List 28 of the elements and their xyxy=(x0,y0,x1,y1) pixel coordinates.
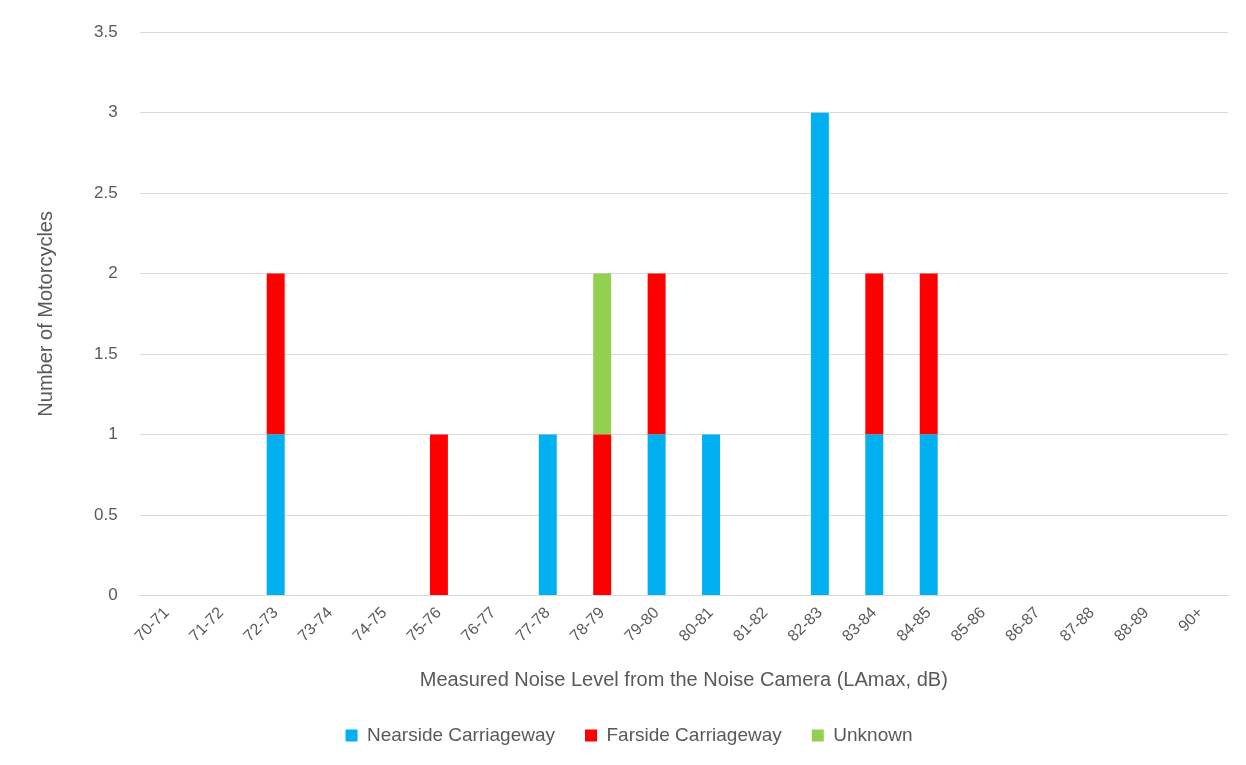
bar xyxy=(919,434,938,595)
bar xyxy=(702,434,720,595)
bar xyxy=(593,273,612,435)
bar xyxy=(647,273,666,435)
bar xyxy=(810,112,829,595)
y-tick-label: 3 xyxy=(108,102,118,122)
bar xyxy=(429,434,448,595)
x-tick-label: 90+ xyxy=(1174,603,1207,635)
y-tick-label: 0.5 xyxy=(93,504,118,524)
y-tick-label: 1 xyxy=(108,424,118,444)
legend-label: Nearside Carriageway xyxy=(367,723,556,745)
y-axis-title: Number of Motorcycles xyxy=(33,211,56,417)
bar xyxy=(865,273,884,435)
bar xyxy=(647,434,666,595)
y-tick-label: 3.5 xyxy=(93,21,118,41)
y-tick-label: 2 xyxy=(108,263,118,283)
x-axis-title: Measured Noise Level from the Noise Camera (LAmax, dB) xyxy=(419,667,948,690)
y-tick-label: 1.5 xyxy=(93,343,118,363)
bar xyxy=(538,434,557,595)
bar xyxy=(919,273,938,435)
legend-label: Farside Carriageway xyxy=(606,723,783,745)
bar xyxy=(266,273,285,435)
y-tick-label: 0 xyxy=(108,585,118,605)
y-tick-label: 2.5 xyxy=(93,182,118,202)
bar xyxy=(266,434,285,595)
legend-label: Unknown xyxy=(833,723,913,745)
bar xyxy=(865,434,884,595)
bar xyxy=(593,434,612,595)
